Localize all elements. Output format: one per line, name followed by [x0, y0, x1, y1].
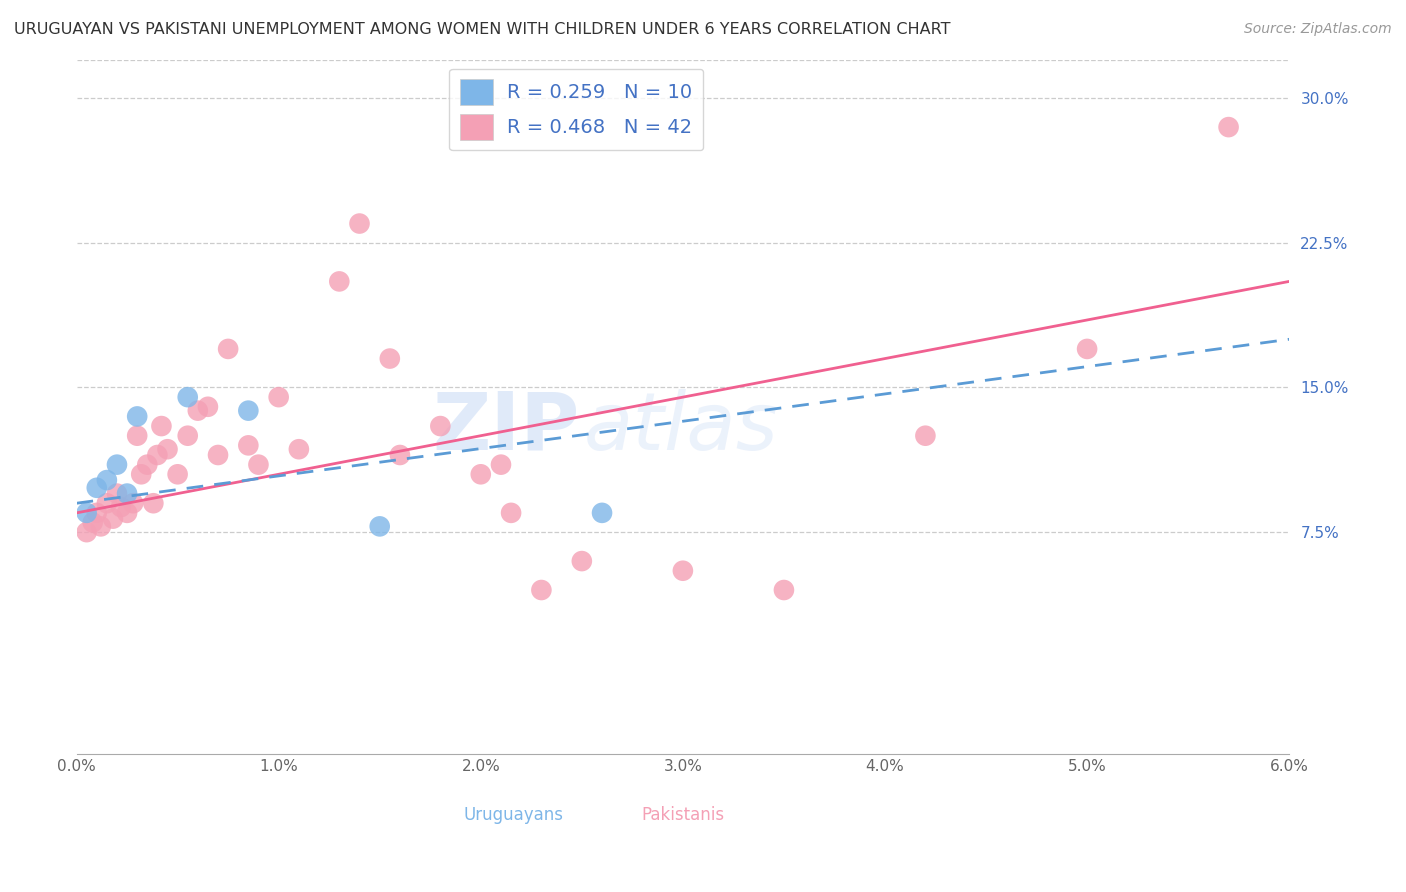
Point: [501, 506, 523, 520]
Point: [530, 582, 553, 597]
Text: URUGUAYAN VS PAKISTANI UNEMPLOYMENT AMONG WOMEN WITH CHILDREN UNDER 6 YEARS CORR: URUGUAYAN VS PAKISTANI UNEMPLOYMENT AMON…: [14, 22, 950, 37]
Point: [76, 525, 98, 540]
Point: [115, 486, 138, 500]
Text: Pakistanis: Pakistanis: [641, 806, 724, 824]
Point: [1076, 342, 1098, 356]
Point: [238, 438, 260, 452]
Point: [105, 486, 128, 500]
Point: [429, 419, 451, 434]
Point: [470, 467, 492, 482]
Point: [388, 448, 411, 462]
Point: [86, 506, 108, 520]
Point: [489, 458, 512, 472]
Point: [187, 403, 209, 417]
Point: [238, 403, 260, 417]
Point: [288, 442, 311, 457]
Point: [82, 516, 104, 530]
Point: [197, 400, 219, 414]
Point: [571, 554, 593, 568]
Point: [247, 458, 270, 472]
Point: [115, 506, 138, 520]
Point: [349, 217, 371, 231]
Point: [90, 519, 112, 533]
Point: [76, 506, 98, 520]
Point: [86, 481, 108, 495]
Point: [110, 500, 132, 514]
Legend: R = 0.259   N = 10, R = 0.468   N = 42: R = 0.259 N = 10, R = 0.468 N = 42: [450, 69, 703, 151]
Point: [105, 458, 128, 472]
Point: [127, 428, 149, 442]
Point: [142, 496, 165, 510]
Text: atlas: atlas: [583, 389, 778, 467]
Text: Uruguayans: Uruguayans: [463, 806, 564, 824]
Point: [267, 390, 290, 404]
Point: [217, 342, 239, 356]
Point: [177, 390, 200, 404]
Point: [773, 582, 796, 597]
Point: [146, 448, 169, 462]
Point: [96, 473, 118, 487]
Point: [328, 274, 350, 288]
Point: [156, 442, 179, 457]
Point: [127, 409, 149, 424]
Point: [672, 564, 695, 578]
Point: [129, 467, 152, 482]
Point: [122, 496, 145, 510]
Point: [96, 496, 118, 510]
Point: [166, 467, 188, 482]
Point: [101, 511, 124, 525]
Point: [177, 428, 200, 442]
Point: [378, 351, 401, 366]
Text: Source: ZipAtlas.com: Source: ZipAtlas.com: [1244, 22, 1392, 37]
Point: [1218, 120, 1240, 134]
Point: [150, 419, 173, 434]
Point: [368, 519, 391, 533]
Point: [591, 506, 613, 520]
Point: [914, 428, 936, 442]
Text: ZIP: ZIP: [433, 389, 579, 467]
Point: [207, 448, 229, 462]
Point: [136, 458, 159, 472]
